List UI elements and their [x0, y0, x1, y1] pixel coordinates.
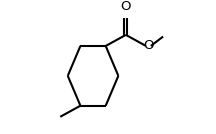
Text: O: O	[143, 40, 154, 53]
Text: O: O	[121, 0, 131, 13]
